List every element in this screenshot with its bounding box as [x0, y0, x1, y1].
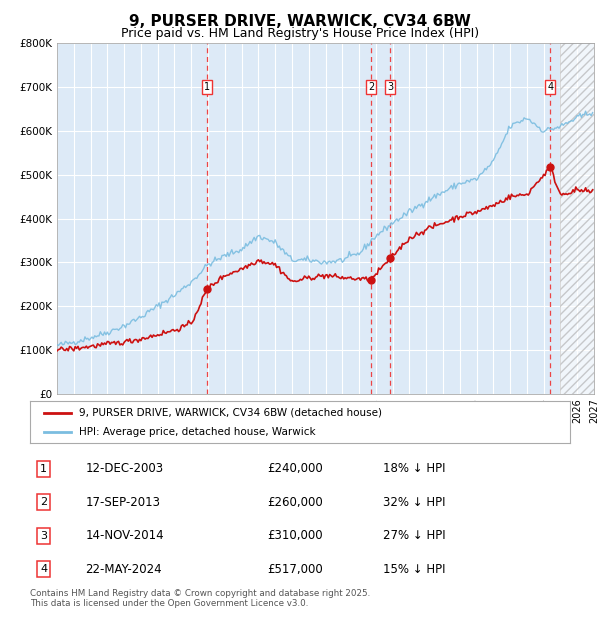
Text: 4: 4: [547, 82, 553, 92]
Text: £517,000: £517,000: [268, 563, 323, 575]
Text: 22-MAY-2024: 22-MAY-2024: [85, 563, 162, 575]
Text: 9, PURSER DRIVE, WARWICK, CV34 6BW: 9, PURSER DRIVE, WARWICK, CV34 6BW: [129, 14, 471, 29]
Text: 9, PURSER DRIVE, WARWICK, CV34 6BW (detached house): 9, PURSER DRIVE, WARWICK, CV34 6BW (deta…: [79, 407, 382, 417]
Bar: [560, 43, 594, 394]
Text: 12-DEC-2003: 12-DEC-2003: [85, 463, 163, 475]
Text: 18% ↓ HPI: 18% ↓ HPI: [383, 463, 446, 475]
Text: £240,000: £240,000: [268, 463, 323, 475]
Text: £310,000: £310,000: [268, 529, 323, 542]
Text: HPI: Average price, detached house, Warwick: HPI: Average price, detached house, Warw…: [79, 427, 315, 437]
Text: 1: 1: [40, 464, 47, 474]
Text: 1: 1: [204, 82, 211, 92]
Text: Contains HM Land Registry data © Crown copyright and database right 2025.
This d: Contains HM Land Registry data © Crown c…: [30, 589, 370, 608]
Text: 3: 3: [388, 82, 394, 92]
Text: 4: 4: [40, 564, 47, 574]
Text: 17-SEP-2013: 17-SEP-2013: [85, 496, 160, 508]
Text: 27% ↓ HPI: 27% ↓ HPI: [383, 529, 446, 542]
Text: 14-NOV-2014: 14-NOV-2014: [85, 529, 164, 542]
Text: 32% ↓ HPI: 32% ↓ HPI: [383, 496, 446, 508]
Text: £260,000: £260,000: [268, 496, 323, 508]
Text: Price paid vs. HM Land Registry's House Price Index (HPI): Price paid vs. HM Land Registry's House …: [121, 27, 479, 40]
Text: 3: 3: [40, 531, 47, 541]
Text: 2: 2: [368, 82, 374, 92]
Text: 15% ↓ HPI: 15% ↓ HPI: [383, 563, 446, 575]
Text: 2: 2: [40, 497, 47, 507]
